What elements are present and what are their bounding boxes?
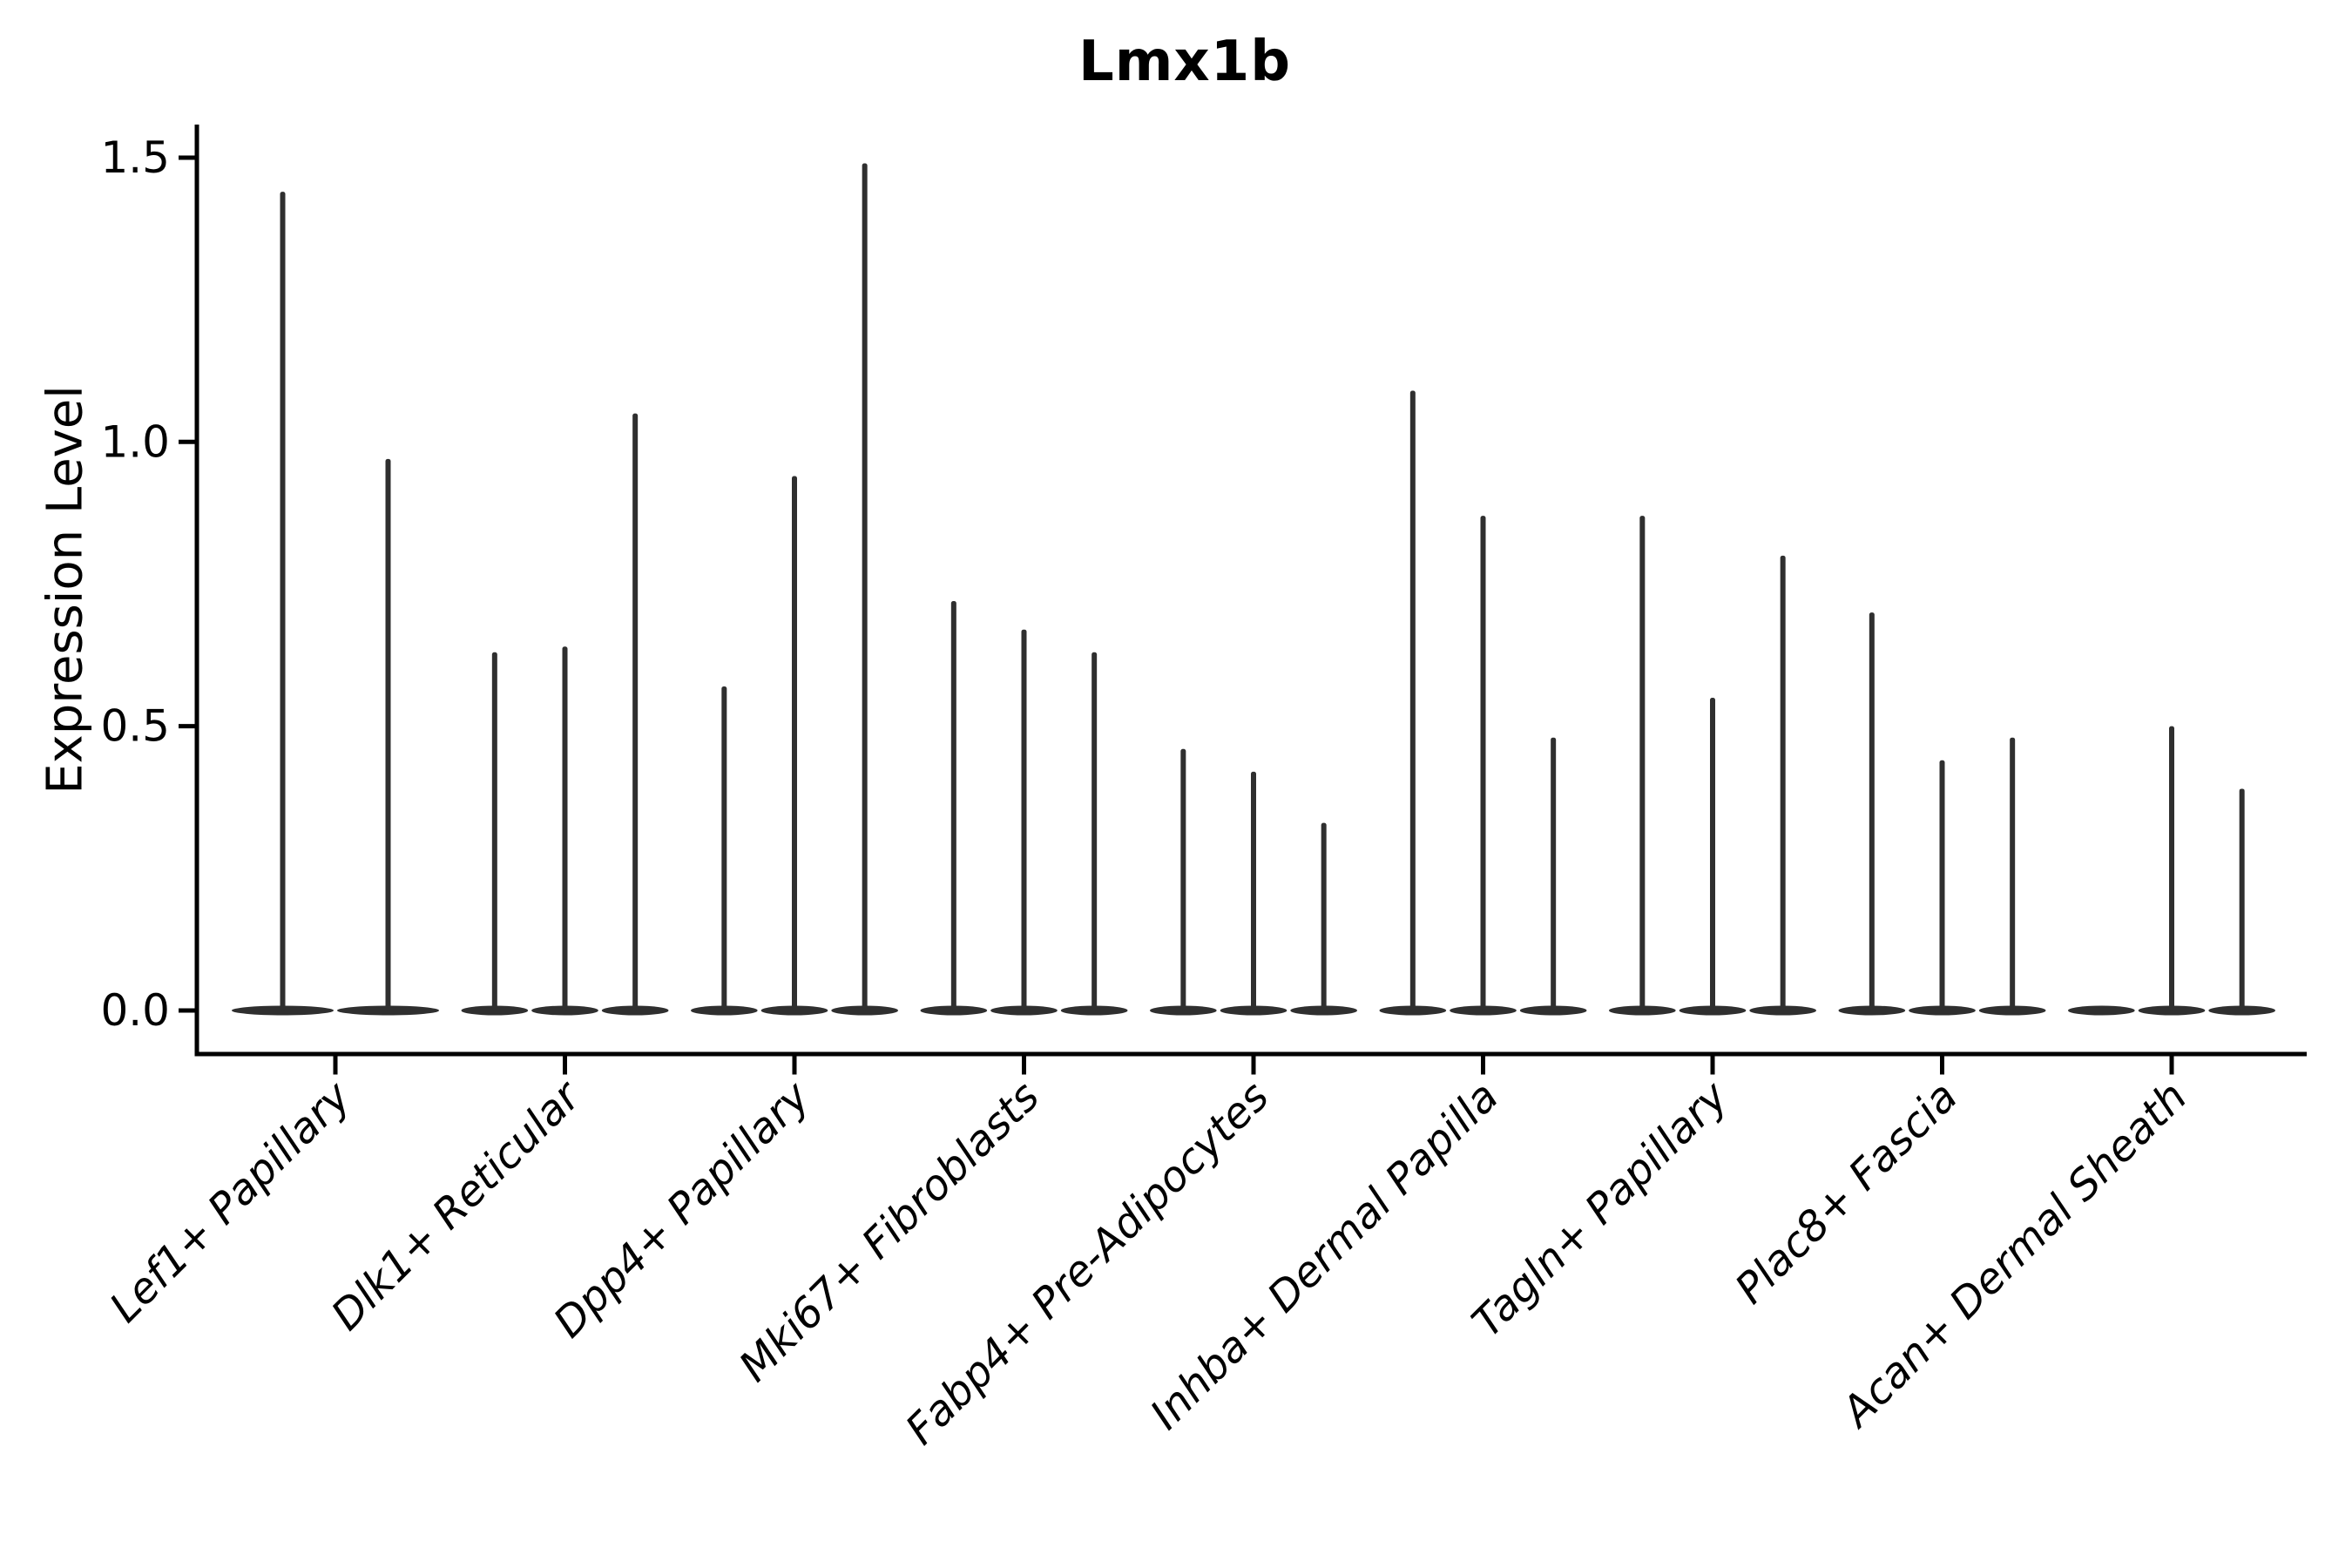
x-tick-label: Plac8+ Fascia <box>1726 1072 1967 1314</box>
violin-spike <box>562 646 568 1010</box>
violin-spike <box>792 476 797 1010</box>
violin-spike <box>1021 629 1027 1010</box>
violin-spike <box>1639 516 1646 1010</box>
y-tick-label: 0.5 <box>100 701 170 752</box>
violin-spike <box>950 601 956 1010</box>
violin-spike <box>280 192 286 1010</box>
violin-spike <box>632 413 639 1010</box>
violin-spike <box>1480 516 1486 1010</box>
x-tick-label: Fabp4+ Pre-Adipocytes <box>896 1072 1279 1455</box>
violin-spike <box>491 652 497 1010</box>
violin-spike <box>862 163 868 1011</box>
violin-spike <box>1321 822 1327 1010</box>
x-tick-label: Dlk1+ Reticular <box>322 1071 592 1341</box>
violin-spike <box>1092 652 1098 1010</box>
violin-spike <box>2010 737 2016 1010</box>
chart-title: Lmx1b <box>1078 30 1292 94</box>
y-tick-label: 0.0 <box>100 985 170 1036</box>
violin-base <box>2068 1005 2135 1016</box>
violin-spike <box>721 686 727 1010</box>
violin-spike <box>1551 737 1557 1010</box>
violin-spike <box>385 458 391 1010</box>
violin-spike <box>1869 612 1875 1010</box>
x-tick-label: Dpp4+ Papillary <box>544 1071 820 1347</box>
x-tick-label: Lef1+ Papillary <box>100 1071 361 1332</box>
violin-spike <box>1939 760 1945 1010</box>
violin-spike <box>2239 788 2245 1010</box>
violin-spike <box>2169 726 2174 1010</box>
violin-spike <box>1180 748 1186 1010</box>
violin-spike <box>1409 390 1416 1010</box>
violin-spike <box>1251 771 1256 1010</box>
violin-spike <box>1780 555 1786 1010</box>
y-tick-label: 1.0 <box>100 416 170 467</box>
y-tick-label: 1.5 <box>100 132 170 183</box>
violin-spike <box>1710 698 1715 1010</box>
x-tick-label: Tagln+ Papillary <box>1463 1071 1738 1347</box>
